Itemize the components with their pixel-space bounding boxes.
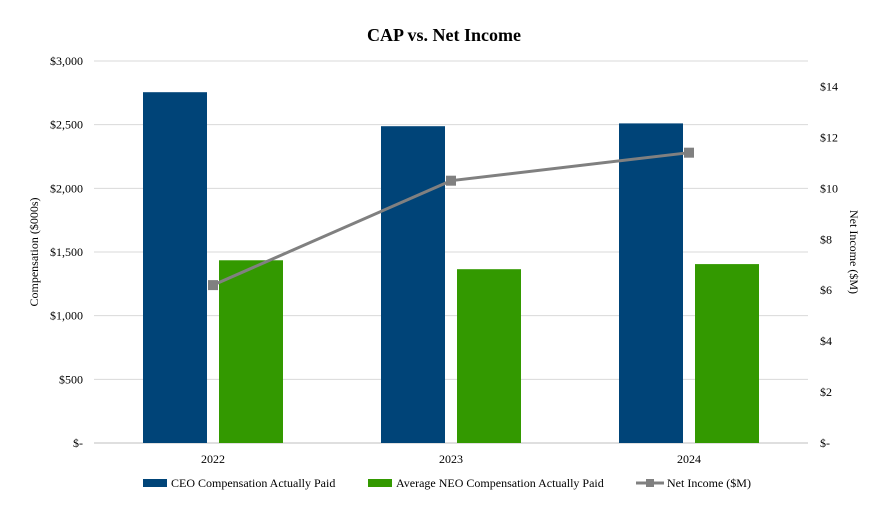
legend-label-1: Average NEO Compensation Actually Paid bbox=[396, 476, 604, 490]
y-tick-label: $- bbox=[73, 436, 83, 450]
bar-0-2024 bbox=[619, 123, 683, 443]
y2-tick-label: $2 bbox=[820, 385, 832, 399]
bar-1-2023 bbox=[457, 269, 521, 443]
y2-tick-label: $8 bbox=[820, 232, 832, 246]
y-tick-label: $2,500 bbox=[50, 118, 83, 132]
x-tick-label: 2023 bbox=[439, 452, 463, 466]
net-income-marker-2024 bbox=[684, 147, 694, 158]
legend-line-marker bbox=[646, 479, 654, 487]
y2-tick-label: $4 bbox=[820, 334, 832, 348]
y2-tick-label: $12 bbox=[820, 130, 838, 144]
bar-1-2024 bbox=[695, 264, 759, 443]
gridlines bbox=[94, 60, 808, 444]
legend-swatch-0 bbox=[143, 479, 167, 487]
right-axis-ticks: $- $2 $4 $6 $8 $10 $12 $14 bbox=[820, 79, 838, 450]
x-tick-label: 2024 bbox=[677, 452, 701, 466]
net-income-line bbox=[208, 147, 694, 291]
legend-label-2: Net Income ($M) bbox=[667, 476, 751, 490]
y-tick-label: $500 bbox=[59, 372, 83, 386]
chart-title: CAP vs. Net Income bbox=[367, 25, 521, 45]
y-tick-label: $1,500 bbox=[50, 245, 83, 259]
bars bbox=[143, 92, 759, 444]
net-income-marker-2023 bbox=[446, 175, 456, 186]
y-tick-label: $1,000 bbox=[50, 309, 83, 323]
y2-axis-label: Net Income ($M) bbox=[847, 210, 861, 294]
y2-tick-label: $10 bbox=[820, 181, 838, 195]
net-income-polyline bbox=[212, 151, 690, 287]
legend-swatch-1 bbox=[368, 479, 392, 487]
legend: CEO Compensation Actually Paid Average NE… bbox=[143, 476, 751, 490]
y-tick-label: $2,000 bbox=[50, 181, 83, 195]
bar-1-2022 bbox=[219, 260, 283, 443]
y-axis-label: Compensation ($000s) bbox=[27, 198, 41, 307]
x-axis-ticks: 2022 2023 2024 bbox=[201, 452, 701, 466]
left-axis-ticks: $- $500 $1,000 $1,500 $2,000 $2,500 $3,000 bbox=[50, 54, 83, 450]
y2-tick-label: $14 bbox=[820, 79, 838, 93]
bar-0-2023 bbox=[381, 126, 445, 443]
y2-tick-label: $6 bbox=[820, 283, 832, 297]
net-income-marker-2022 bbox=[208, 280, 218, 291]
y2-tick-label: $- bbox=[820, 436, 830, 450]
y-tick-label: $3,000 bbox=[50, 54, 83, 68]
bar-0-2022 bbox=[143, 92, 207, 444]
x-tick-label: 2022 bbox=[201, 452, 225, 466]
legend-label-0: CEO Compensation Actually Paid bbox=[171, 476, 335, 490]
